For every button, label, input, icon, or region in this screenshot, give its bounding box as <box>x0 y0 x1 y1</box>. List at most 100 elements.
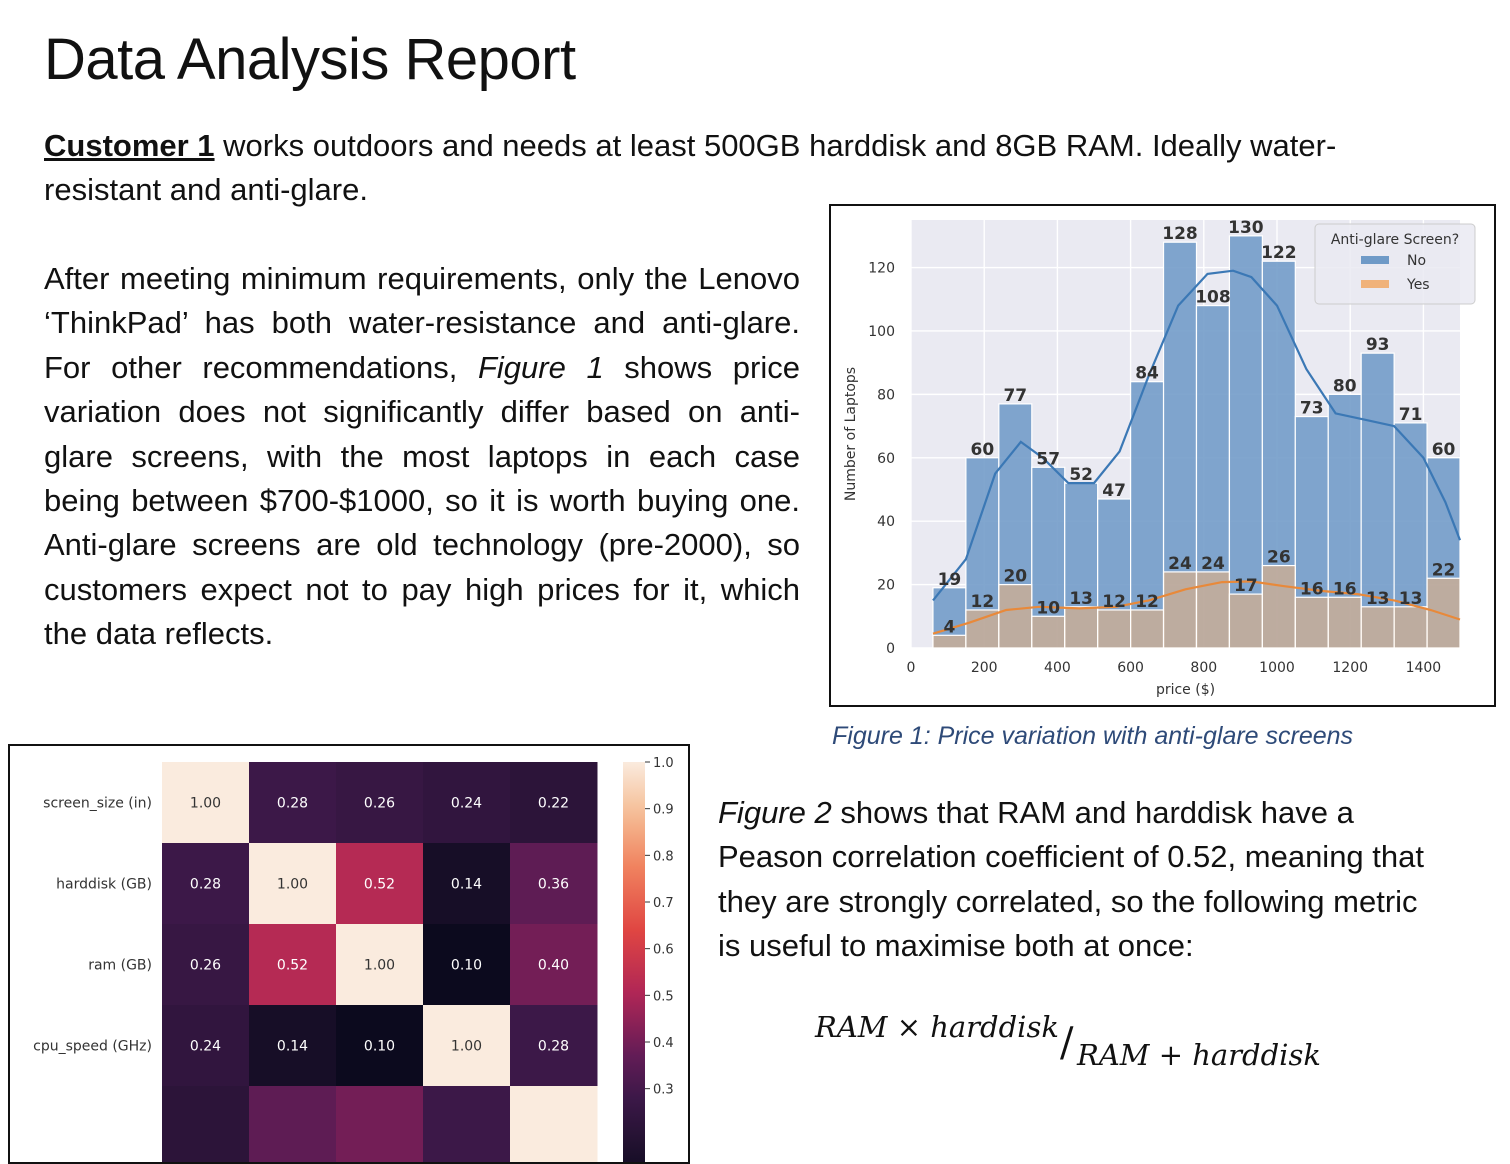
data-label-yes: 10 <box>1036 598 1060 618</box>
heatmap-value: 0.28 <box>190 877 221 893</box>
legend-box <box>1314 223 1476 305</box>
data-label-no: 122 <box>1261 243 1297 263</box>
heatmap-value: 1.00 <box>277 877 308 893</box>
x-tick-label: 1400 <box>1406 660 1442 676</box>
data-label-no: 47 <box>1102 481 1126 501</box>
heatmap-cell <box>423 924 511 1006</box>
data-label-yes: 24 <box>1168 554 1192 574</box>
data-label-yes: 16 <box>1300 579 1324 599</box>
bar-yes <box>1360 606 1395 649</box>
heatmap-row-label: cpu_speed (GHz) <box>33 1039 152 1055</box>
correlation-text: shows that RAM and harddisk have a Peaso… <box>718 795 1424 964</box>
data-label-no: 84 <box>1135 364 1159 384</box>
heatmap-cell <box>423 1086 511 1162</box>
x-tick-label: 600 <box>1117 660 1144 676</box>
heatmap-cell <box>336 843 424 925</box>
colorbar-tick-label: 0.7 <box>653 896 674 911</box>
correlation-paragraph: Figure 2 shows that RAM and harddisk hav… <box>718 791 1448 969</box>
heatmap-cell <box>510 924 598 1006</box>
bar-yes <box>1294 596 1329 649</box>
data-label-yes: 16 <box>1333 579 1357 599</box>
data-label-no: 128 <box>1162 224 1198 244</box>
heatmap-cell <box>162 924 250 1006</box>
data-label-no: 73 <box>1300 399 1324 419</box>
heatmap-value: 0.26 <box>364 796 395 812</box>
heatmap-cell <box>249 1005 337 1087</box>
figure1-reference: Figure 1 <box>477 349 604 385</box>
heatmap-value: 0.26 <box>190 958 221 974</box>
heatmap-cell <box>162 1005 250 1087</box>
y-axis-label: Number of Laptops <box>843 367 859 501</box>
heatmap-value: 0.40 <box>538 958 569 974</box>
data-label-no: 71 <box>1399 405 1423 425</box>
heatmap-cell <box>423 1005 511 1087</box>
x-axis-label: price ($) <box>1156 682 1215 698</box>
y-tick-label: 20 <box>877 578 895 594</box>
formula-slash: / <box>1060 1020 1074 1066</box>
bar-yes <box>965 609 1000 649</box>
heatmap-cell <box>336 762 424 844</box>
analysis-text-2: shows price variation does not significa… <box>44 349 800 652</box>
formula-numerator: RAM × harddisk <box>815 1010 1059 1044</box>
data-label-yes: 4 <box>944 617 956 637</box>
heatmap-cell <box>162 762 250 844</box>
bar-yes <box>1327 596 1362 649</box>
figure2-reference: Figure 2 <box>718 795 832 830</box>
colorbar-tick-label: 0.5 <box>653 989 674 1004</box>
x-tick-label: 0 <box>907 660 916 676</box>
heatmap-cell <box>510 762 598 844</box>
data-label-no: 130 <box>1228 218 1264 238</box>
legend-swatch-yes <box>1361 280 1389 288</box>
data-label-no: 57 <box>1036 449 1060 469</box>
colorbar-tick-label: 0.4 <box>653 1036 674 1051</box>
legend-label-no: No <box>1407 253 1426 269</box>
y-tick-label: 120 <box>868 261 895 277</box>
bar-yes <box>1393 606 1428 649</box>
customer-paragraph: Customer 1 works outdoors and needs at l… <box>44 124 1444 212</box>
heatmap-cell <box>162 843 250 925</box>
data-label-yes: 12 <box>1135 592 1159 612</box>
y-tick-label: 0 <box>886 641 895 657</box>
data-label-yes: 24 <box>1201 554 1225 574</box>
heatmap-cell <box>510 1005 598 1087</box>
heatmap-value: 0.22 <box>538 796 569 812</box>
data-label-yes: 22 <box>1432 560 1456 580</box>
kde-line-no <box>932 269 1462 602</box>
bar-yes <box>1261 564 1296 649</box>
y-tick-label: 40 <box>877 514 895 530</box>
data-label-yes: 20 <box>1003 567 1027 587</box>
data-label-yes: 17 <box>1234 576 1258 596</box>
customer-label: Customer 1 <box>44 128 215 163</box>
analysis-paragraph: After meeting minimum requirements, only… <box>44 257 800 657</box>
data-label-no: 93 <box>1366 335 1390 355</box>
data-label-no: 108 <box>1195 288 1231 308</box>
legend-label-yes: Yes <box>1406 277 1430 293</box>
heatmap-cell <box>510 843 598 925</box>
data-label-no: 60 <box>971 440 995 460</box>
heatmap-value: 0.52 <box>364 877 395 893</box>
heatmap-value: 0.10 <box>364 1039 395 1055</box>
x-tick-label: 1000 <box>1259 660 1295 676</box>
colorbar-tick-label: 1.0 <box>653 756 674 771</box>
figure1-caption: Figure 1: Price variation with anti-glar… <box>832 722 1354 750</box>
legend-swatch-no <box>1361 256 1389 264</box>
data-label-no: 19 <box>938 570 962 590</box>
heatmap-value: 1.00 <box>364 958 395 974</box>
heatmap-value: 0.36 <box>538 877 569 893</box>
report-title: Data Analysis Report <box>44 27 576 92</box>
x-tick-label: 800 <box>1190 660 1217 676</box>
heatmap-value: 1.00 <box>451 1039 482 1055</box>
figure2-frame: 1.00 0.28 0.26 0.24 0.22 0.28 1.00 0.52 0.14 0.36… <box>8 744 690 1164</box>
colorbar <box>623 762 645 1162</box>
figure1-frame: 0 20 40 60 80 100 120 0 200 400 600 800 1000 1200 1400… <box>829 204 1496 707</box>
heatmap-row-label: screen_size (in) <box>43 796 152 812</box>
heatmap-cell <box>423 762 511 844</box>
legend-title: Anti-glare Screen? <box>1331 232 1459 248</box>
data-label-no: 77 <box>1003 386 1027 406</box>
analysis-text-1: After meeting minimum requirements, only… <box>44 261 800 385</box>
heatmap-cell <box>249 843 337 925</box>
data-label-no: 52 <box>1069 465 1093 485</box>
heatmap-cell <box>336 1086 424 1162</box>
bar-yes <box>1162 571 1198 649</box>
